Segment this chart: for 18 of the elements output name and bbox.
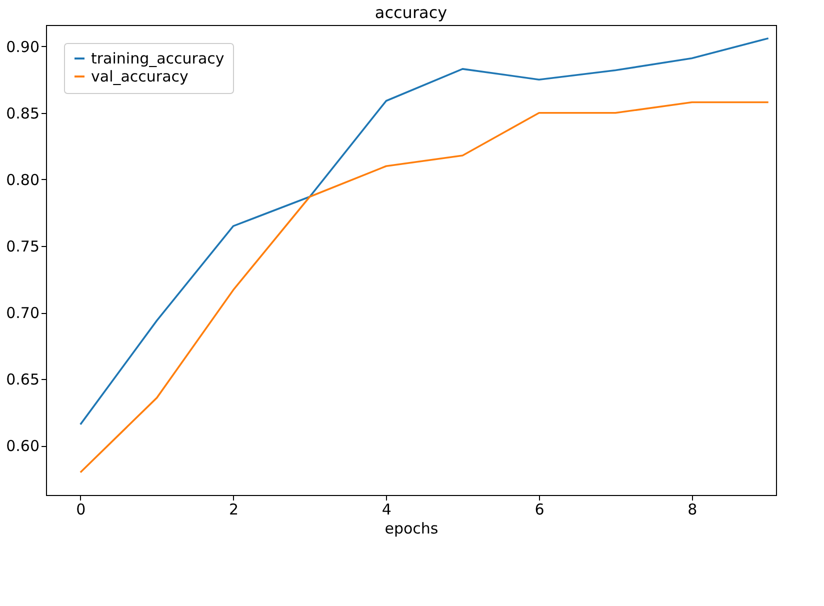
- line-series: [80, 37, 770, 426]
- y-tick-label: 0.60: [6, 437, 40, 456]
- legend-label: val_accuracy: [91, 68, 189, 86]
- x-tick-label: 0: [76, 500, 86, 518]
- legend-label: training_accuracy: [91, 50, 224, 68]
- x-tick-label: 2: [229, 500, 239, 518]
- y-tick-label: 0.80: [6, 170, 40, 189]
- x-tick-label: 6: [534, 500, 544, 518]
- y-tick-label: 0.70: [6, 304, 40, 322]
- x-tick-label: 4: [382, 500, 392, 518]
- line-series: [80, 101, 770, 474]
- y-tick-label: 0.75: [6, 238, 40, 256]
- y-tick-label: 0.85: [6, 104, 40, 122]
- y-tick-label: 0.90: [6, 38, 40, 56]
- chart-title: accuracy: [374, 3, 448, 22]
- x-tick-label: 8: [688, 500, 698, 518]
- y-tick-label: 0.65: [6, 370, 40, 389]
- x-axis-title: epochs: [384, 520, 438, 538]
